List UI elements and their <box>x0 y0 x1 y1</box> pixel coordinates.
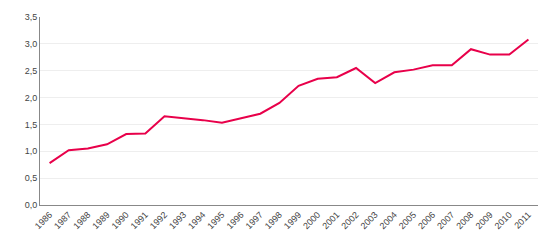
svg-text:1999: 1999 <box>282 210 303 231</box>
svg-text:0,5: 0,5 <box>25 173 38 183</box>
svg-text:2000: 2000 <box>301 210 322 231</box>
svg-text:1997: 1997 <box>244 210 265 231</box>
svg-text:1998: 1998 <box>263 210 284 231</box>
svg-text:1993: 1993 <box>167 210 188 231</box>
svg-text:2005: 2005 <box>397 210 418 231</box>
svg-text:2004: 2004 <box>378 210 399 231</box>
svg-text:3,5: 3,5 <box>25 12 38 22</box>
svg-text:3,0: 3,0 <box>25 39 38 49</box>
svg-text:1992: 1992 <box>148 210 169 231</box>
svg-text:1987: 1987 <box>52 210 73 231</box>
svg-text:2001: 2001 <box>320 210 341 231</box>
svg-text:1990: 1990 <box>110 210 131 231</box>
svg-text:2007: 2007 <box>435 210 456 231</box>
svg-text:2006: 2006 <box>416 210 437 231</box>
svg-text:1,0: 1,0 <box>25 146 38 156</box>
svg-text:1989: 1989 <box>90 210 111 231</box>
svg-text:1994: 1994 <box>186 210 207 231</box>
svg-text:2010: 2010 <box>493 210 514 231</box>
svg-text:2,5: 2,5 <box>25 66 38 76</box>
svg-text:1996: 1996 <box>224 210 245 231</box>
svg-text:1988: 1988 <box>71 210 92 231</box>
svg-text:0,0: 0,0 <box>25 200 38 210</box>
svg-text:2008: 2008 <box>454 210 475 231</box>
svg-text:2,0: 2,0 <box>25 93 38 103</box>
svg-text:2011: 2011 <box>512 210 533 231</box>
svg-text:2009: 2009 <box>473 210 494 231</box>
svg-text:2002: 2002 <box>339 210 360 231</box>
svg-text:1,5: 1,5 <box>25 120 38 130</box>
svg-text:1991: 1991 <box>129 210 150 231</box>
svg-text:2003: 2003 <box>359 210 380 231</box>
svg-text:1995: 1995 <box>205 210 226 231</box>
svg-text:1986: 1986 <box>33 210 54 231</box>
